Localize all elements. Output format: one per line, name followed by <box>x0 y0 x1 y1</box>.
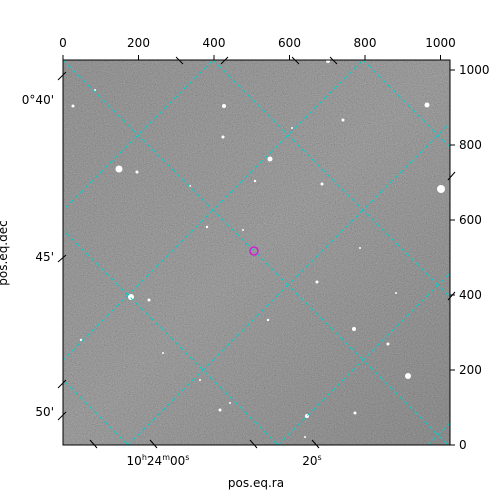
pixel-y-tick: 600 <box>459 213 482 227</box>
star <box>128 294 134 300</box>
star <box>71 104 75 108</box>
star <box>352 327 356 331</box>
star <box>386 342 390 346</box>
ra-axis: 10h24m00s 20s <box>127 453 322 468</box>
ra-tick-label: 20s <box>302 453 321 468</box>
world-ticks <box>57 56 456 449</box>
star <box>147 298 151 302</box>
star <box>353 411 357 415</box>
pixel-y-tick: 200 <box>459 363 482 377</box>
star <box>199 379 201 381</box>
pixel-y-axis: 0 200 400 600 800 1000 <box>450 63 490 452</box>
pixel-x-tick: 1000 <box>425 36 456 50</box>
x-axis-label: pos.eq.ra <box>228 476 284 490</box>
grid-line-ra <box>63 60 449 445</box>
pixel-x-tick: 200 <box>127 36 150 50</box>
grid-line-ra <box>362 60 450 148</box>
star <box>266 318 270 322</box>
grid-line-ra <box>212 60 450 298</box>
grid-line-dec <box>63 60 364 361</box>
dec-tick-label: 0°40' <box>22 93 54 107</box>
star <box>79 338 83 342</box>
target-marker <box>249 246 259 256</box>
pixel-y-tick: 800 <box>459 138 482 152</box>
star <box>94 89 96 91</box>
y-axis-label: pos.eq.dec <box>0 220 10 285</box>
plot-frame <box>62 59 451 446</box>
pixel-y-tick: 1000 <box>459 63 490 77</box>
pixel-x-tick: 600 <box>278 36 301 50</box>
star <box>229 402 231 404</box>
pixel-x-tick: 400 <box>203 36 226 50</box>
ra-tick-label: 10h24m00s <box>127 453 190 468</box>
star <box>326 60 330 63</box>
star <box>267 156 273 162</box>
pixel-x-tick: 800 <box>354 36 377 50</box>
star <box>115 165 123 173</box>
star <box>135 170 139 174</box>
star <box>205 225 209 229</box>
star <box>291 127 293 129</box>
star <box>437 185 445 193</box>
star <box>253 179 257 183</box>
star <box>222 104 226 108</box>
star <box>315 280 319 284</box>
grid-line-dec <box>127 122 450 445</box>
star <box>162 352 164 354</box>
star <box>395 292 397 294</box>
star <box>405 373 411 379</box>
grid-line-ra <box>63 229 279 445</box>
star <box>242 229 244 231</box>
star <box>304 436 306 438</box>
pixel-x-tick: 0 <box>59 36 67 50</box>
star <box>424 102 430 108</box>
sky-image <box>63 60 450 445</box>
dec-tick-label: 50' <box>35 405 54 419</box>
coordinate-grid <box>63 60 450 445</box>
star <box>341 118 345 122</box>
star-field <box>71 60 445 438</box>
pixel-y-tick: 0 <box>459 438 467 452</box>
grid-line-dec <box>63 60 214 211</box>
star <box>218 408 222 412</box>
dec-axis: 0°40' 45' 50' <box>22 93 54 419</box>
star <box>320 182 324 186</box>
star <box>359 247 361 249</box>
star <box>221 135 225 139</box>
pixel-y-tick: 400 <box>459 288 482 302</box>
dec-tick-label: 45' <box>35 250 54 264</box>
pixel-x-axis: 0 200 400 600 800 1000 <box>59 36 456 60</box>
